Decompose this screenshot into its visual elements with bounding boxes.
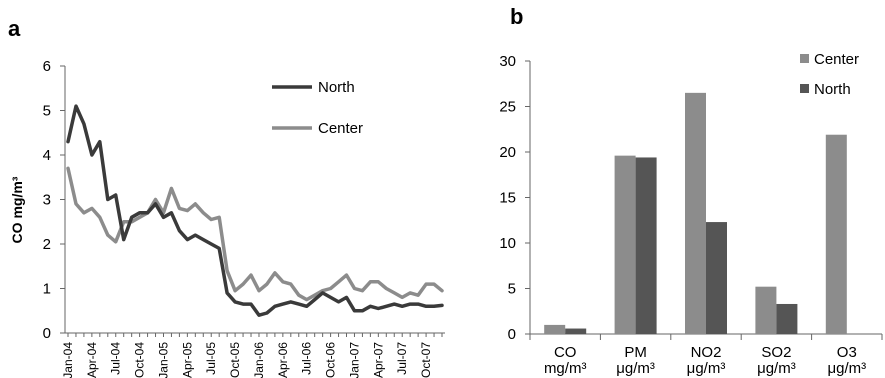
legend-swatch-north	[800, 84, 809, 93]
category-label: CO	[554, 344, 577, 361]
x-tick-label: Jul-07	[395, 342, 409, 375]
x-tick-label: Apr-04	[85, 342, 99, 378]
bar-center	[614, 155, 636, 334]
y-tick-label: 0	[508, 326, 516, 343]
bar-north	[565, 328, 587, 334]
x-tick-label: Jan-06	[252, 342, 266, 378]
x-tick-label: Oct-04	[133, 342, 147, 378]
x-tick-label: Oct-06	[324, 342, 338, 378]
category-label: NO2	[691, 344, 722, 361]
bar-north	[776, 303, 798, 334]
y-axis-title: CO mg/m³	[9, 176, 25, 243]
line-chart-axes: 0 1 2 3 4 5 6 Jan-04 Apr-04 Jul-04 Oct-04 Jan-05 Apr…	[43, 58, 445, 378]
bar-center	[755, 286, 777, 334]
category-unit-label: μg/m³	[687, 360, 726, 377]
line-chart: CO mg/m³ 0 1 2 3 4 5 6 Jan-04 Apr-04 Jul-04 Oct-04…	[9, 58, 445, 378]
y-tick-label: 0	[43, 325, 51, 342]
panel-label-b: b	[510, 4, 523, 29]
y-tick-label: 1	[43, 281, 51, 298]
bar-north	[706, 222, 727, 334]
bar-chart-bars	[544, 92, 847, 334]
y-tick-label: 5	[43, 103, 51, 120]
x-tick-label: Jan-07	[347, 342, 361, 378]
bar-chart: 051015202530COmg/m³PMμg/m³NO2μg/m³SO2μg/…	[499, 51, 883, 377]
bar-center	[825, 134, 847, 334]
bar-chart-legend: Center North	[800, 51, 859, 98]
bar-chart-axes: 051015202530COmg/m³PMμg/m³NO2μg/m³SO2μg/…	[499, 53, 883, 377]
x-tick-label: Apr-06	[276, 342, 290, 378]
y-tick-label: 5	[508, 281, 516, 298]
x-tick-label: Jul-06	[300, 342, 314, 375]
legend-label-center: Center	[318, 120, 363, 137]
y-tick-label: 6	[43, 58, 51, 75]
category-unit-label: μg/m³	[757, 360, 796, 377]
category-label: O3	[837, 344, 857, 361]
y-tick-label: 3	[43, 192, 51, 209]
y-tick-label: 10	[499, 235, 516, 252]
legend-swatch-center	[800, 54, 809, 63]
x-tick-label: Jul-04	[109, 342, 123, 375]
legend-label-north: North	[318, 79, 355, 96]
category-unit-label: μg/m³	[616, 360, 655, 377]
x-tick-label: Oct-05	[228, 342, 242, 378]
bar-north	[635, 157, 657, 334]
bar-center	[544, 324, 566, 334]
y-tick-label: 15	[499, 190, 516, 207]
x-tick-label: Oct-07	[419, 342, 433, 378]
legend-label-center: Center	[814, 51, 859, 68]
x-tick-label: Jan-05	[156, 342, 170, 378]
category-unit-label: mg/m³	[544, 360, 587, 377]
x-tick-label: Apr-05	[180, 342, 194, 378]
line-chart-series	[66, 104, 444, 317]
y-tick-label: 25	[499, 99, 516, 116]
bar-center	[685, 92, 706, 334]
series-line-north	[66, 104, 444, 317]
line-chart-legend: North Center	[272, 79, 363, 137]
x-tick-label: Apr-07	[371, 342, 385, 378]
y-tick-label: 4	[43, 147, 51, 164]
category-unit-label: μg/m³	[827, 360, 866, 377]
category-label: PM	[624, 344, 647, 361]
category-label: SO2	[761, 344, 791, 361]
panel-label-a: a	[8, 16, 21, 41]
legend-label-north: North	[814, 81, 851, 98]
y-tick-label: 20	[499, 144, 516, 161]
x-tick-label: Jul-05	[204, 342, 218, 375]
y-tick-label: 2	[43, 236, 51, 253]
x-tick-label: Jan-04	[61, 342, 75, 378]
y-tick-label: 30	[499, 53, 516, 70]
